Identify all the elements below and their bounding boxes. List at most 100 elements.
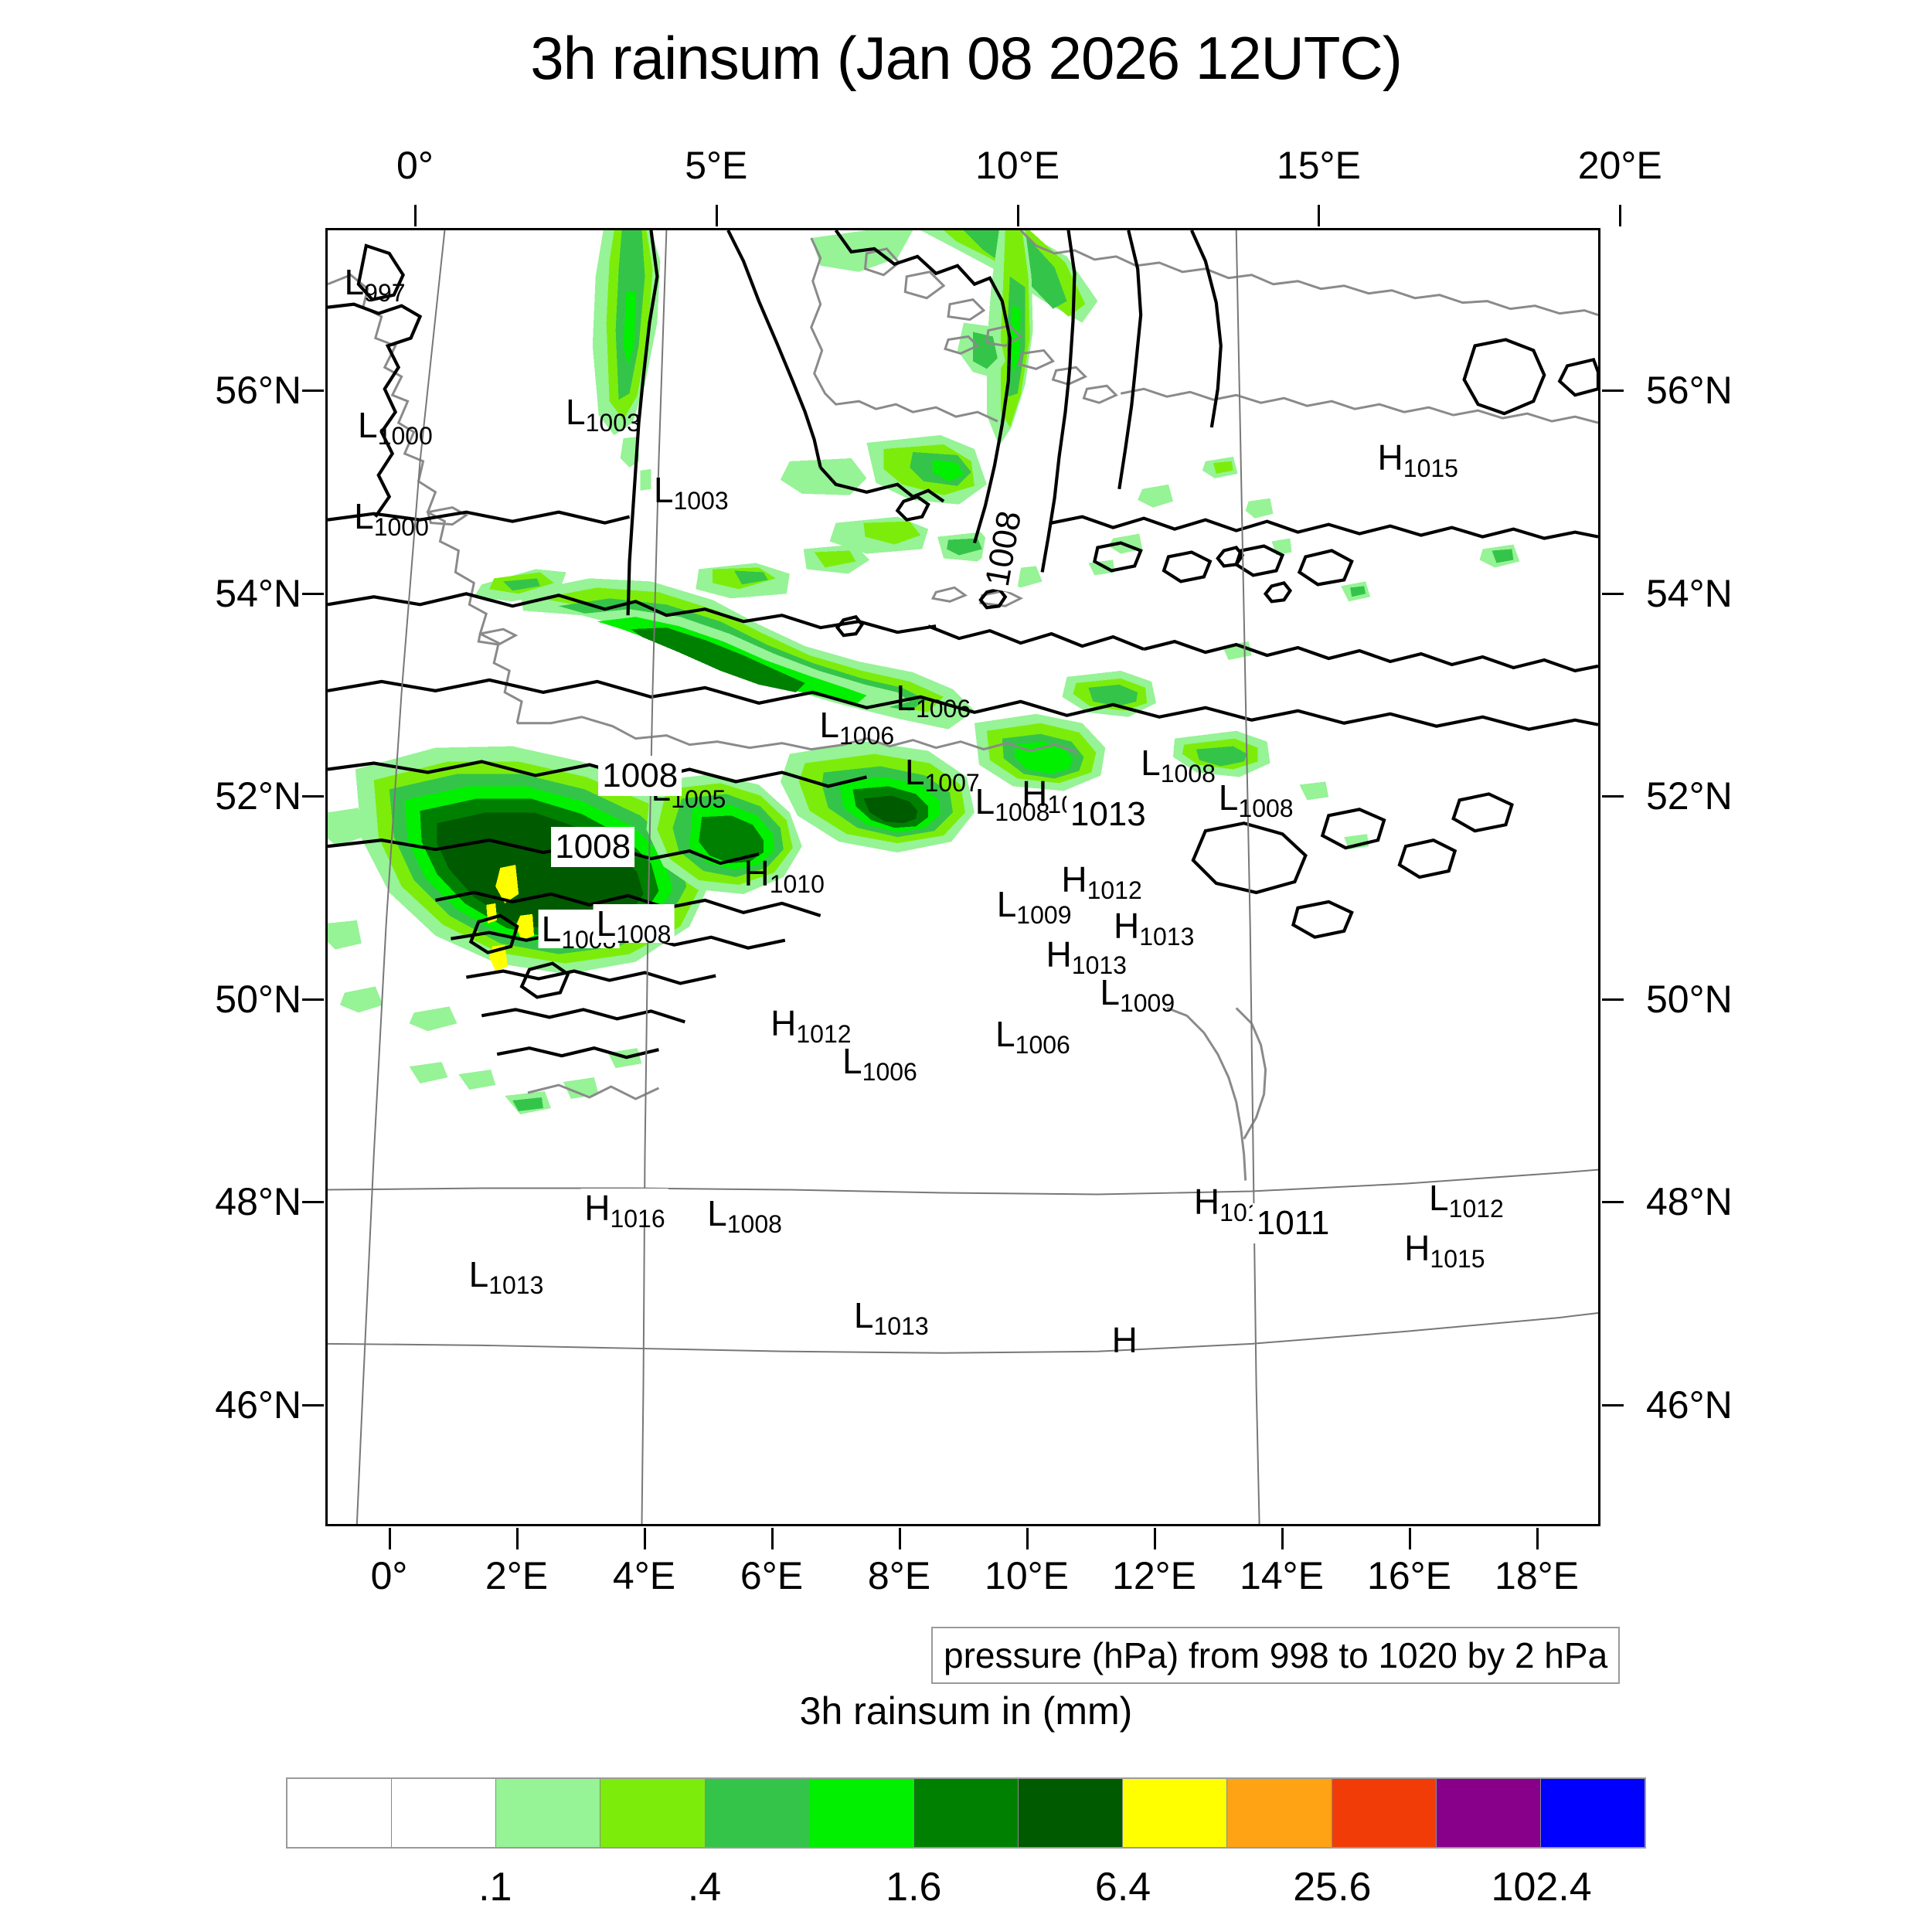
tick-mark-bottom-1: [515, 1528, 519, 1549]
tick-label-right-1: 54°N: [1646, 571, 1733, 615]
colorbar-tick-4: 25.6: [1293, 1865, 1372, 1910]
colorbar-cell-6[interactable]: [913, 1779, 1019, 1847]
tick-label-left-1: 54°N: [215, 571, 301, 615]
tick-mark-left-2: [302, 795, 324, 798]
tick-mark-right-0: [1602, 389, 1624, 392]
tick-label-bottom-9: 18°E: [1495, 1554, 1579, 1597]
tick-label-right-5: 46°N: [1646, 1383, 1733, 1427]
high-pressure-label-15: H1010: [743, 852, 825, 898]
low-pressure-label-18: L1008: [593, 904, 675, 947]
tick-label-bottom-2: 4°E: [612, 1554, 676, 1597]
colorbar-tick-3: 6.4: [1094, 1865, 1151, 1910]
colorbar-cell-10[interactable]: [1332, 1779, 1437, 1847]
low-pressure-label-24: L1006: [842, 1041, 917, 1087]
tick-label-bottom-3: 6°E: [740, 1554, 804, 1597]
tick-label-right-2: 52°N: [1646, 774, 1733, 818]
high-pressure-label-30: H1015: [1404, 1228, 1485, 1274]
tick-mark-top-4: [1619, 205, 1622, 226]
tick-mark-bottom-7: [1281, 1528, 1284, 1549]
tick-label-right-4: 48°N: [1646, 1180, 1733, 1223]
tick-label-bottom-0: 0°: [370, 1554, 408, 1597]
colorbar-tick-2: 1.6: [886, 1865, 942, 1910]
colorbar-tick-1: .4: [687, 1865, 722, 1910]
tick-mark-left-3: [302, 998, 324, 1001]
tick-label-bottom-8: 16°E: [1367, 1554, 1451, 1597]
precip-shading: [328, 230, 1520, 1114]
low-pressure-label-31: L1013: [853, 1295, 929, 1341]
colorbar-cell-11[interactable]: [1436, 1779, 1541, 1847]
tick-mark-left-5: [302, 1403, 324, 1406]
colorbar-cell-7[interactable]: [1019, 1779, 1124, 1847]
colorbar-cell-3[interactable]: [600, 1779, 706, 1847]
tick-label-bottom-5: 10°E: [985, 1554, 1069, 1597]
tick-mark-top-2: [1016, 205, 1019, 226]
tick-label-left-0: 56°N: [215, 369, 301, 412]
low-pressure-label-28: L1012: [1429, 1177, 1504, 1223]
tick-mark-right-5: [1602, 1403, 1624, 1406]
tick-mark-bottom-4: [898, 1528, 901, 1549]
contour-label-4: 1011: [1252, 1203, 1334, 1244]
low-pressure-label-9: L1007: [904, 751, 980, 797]
contour-label-1: 1008: [551, 827, 635, 867]
colorbar-tick-5: 102.4: [1491, 1865, 1592, 1910]
tick-mark-bottom-0: [388, 1528, 391, 1549]
tick-mark-bottom-6: [1153, 1528, 1156, 1549]
tick-mark-right-4: [1602, 1201, 1624, 1203]
colorbar-cell-4[interactable]: [705, 1779, 810, 1847]
high-pressure-label-22: H1012: [770, 1003, 852, 1049]
contour-label-3: 1013: [1066, 794, 1150, 835]
map-plot-area[interactable]: L997L1000L1003L1000L1003H1015L1006L1006L…: [325, 228, 1600, 1526]
colorbar-cell-0[interactable]: [287, 1779, 393, 1847]
tick-mark-right-1: [1602, 592, 1624, 595]
low-pressure-label-23: L1006: [995, 1013, 1070, 1059]
coastlines-layer: [328, 230, 1598, 1181]
low-pressure-label-13: L1008: [1218, 777, 1294, 823]
tick-label-top-4: 20°E: [1577, 144, 1662, 187]
colorbar-cell-1[interactable]: [392, 1779, 497, 1847]
colorbar-cell-9[interactable]: [1227, 1779, 1332, 1847]
colorbar-title: 3h rainsum in (mm): [799, 1689, 1133, 1733]
tick-mark-left-0: [302, 389, 324, 392]
tick-mark-left-1: [302, 592, 324, 595]
tick-label-top-2: 10°E: [975, 144, 1060, 187]
tick-mark-bottom-9: [1536, 1528, 1539, 1549]
tick-label-bottom-4: 8°E: [867, 1554, 931, 1597]
tick-label-right-3: 50°N: [1646, 977, 1733, 1021]
page-title: 3h rainsum (Jan 08 2026 12UTC): [530, 24, 1403, 92]
tick-mark-bottom-5: [1026, 1528, 1029, 1549]
colorbar[interactable]: [286, 1777, 1646, 1849]
tick-label-left-2: 52°N: [215, 774, 301, 818]
low-pressure-label-26: L1008: [707, 1192, 782, 1238]
tick-mark-left-4: [302, 1201, 324, 1203]
low-pressure-label-6: L1006: [896, 677, 971, 723]
tick-mark-top-3: [1318, 205, 1321, 226]
low-pressure-label-10: L1008: [975, 781, 1050, 827]
high-pressure-label-32: H: [1111, 1320, 1138, 1361]
colorbar-cell-12[interactable]: [1540, 1779, 1645, 1847]
pressure-caption: pressure (hPa) from 998 to 1020 by 2 hPa: [931, 1627, 1621, 1684]
tick-label-left-3: 50°N: [215, 977, 301, 1021]
colorbar-cell-2[interactable]: [496, 1779, 601, 1847]
low-pressure-label-1: L1000: [358, 405, 433, 450]
low-pressure-label-16: L1009: [996, 883, 1072, 929]
low-pressure-label-7: L1006: [819, 705, 895, 750]
low-pressure-label-29: L1013: [465, 1254, 547, 1298]
tick-label-left-4: 48°N: [215, 1180, 301, 1223]
tick-mark-right-2: [1602, 795, 1624, 798]
map-canvas: [328, 230, 1598, 1524]
colorbar-cell-8[interactable]: [1123, 1779, 1228, 1847]
low-pressure-label-2: L1003: [566, 392, 641, 437]
tick-label-top-1: 5°E: [685, 144, 748, 187]
tick-label-top-0: 0°: [396, 144, 434, 187]
tick-mark-top-0: [413, 205, 417, 226]
tick-label-right-0: 56°N: [1646, 369, 1733, 412]
colorbar-tick-0: .1: [478, 1865, 512, 1910]
colorbar-cell-5[interactable]: [809, 1779, 914, 1847]
low-pressure-label-12: L1008: [1141, 742, 1216, 787]
tick-mark-bottom-2: [643, 1528, 646, 1549]
tick-mark-bottom-3: [770, 1528, 774, 1549]
low-pressure-label-3: L1000: [354, 495, 429, 541]
tick-mark-right-3: [1602, 998, 1624, 1001]
high-pressure-label-5: H1015: [1377, 437, 1458, 482]
high-pressure-label-19: H1013: [1113, 906, 1195, 951]
